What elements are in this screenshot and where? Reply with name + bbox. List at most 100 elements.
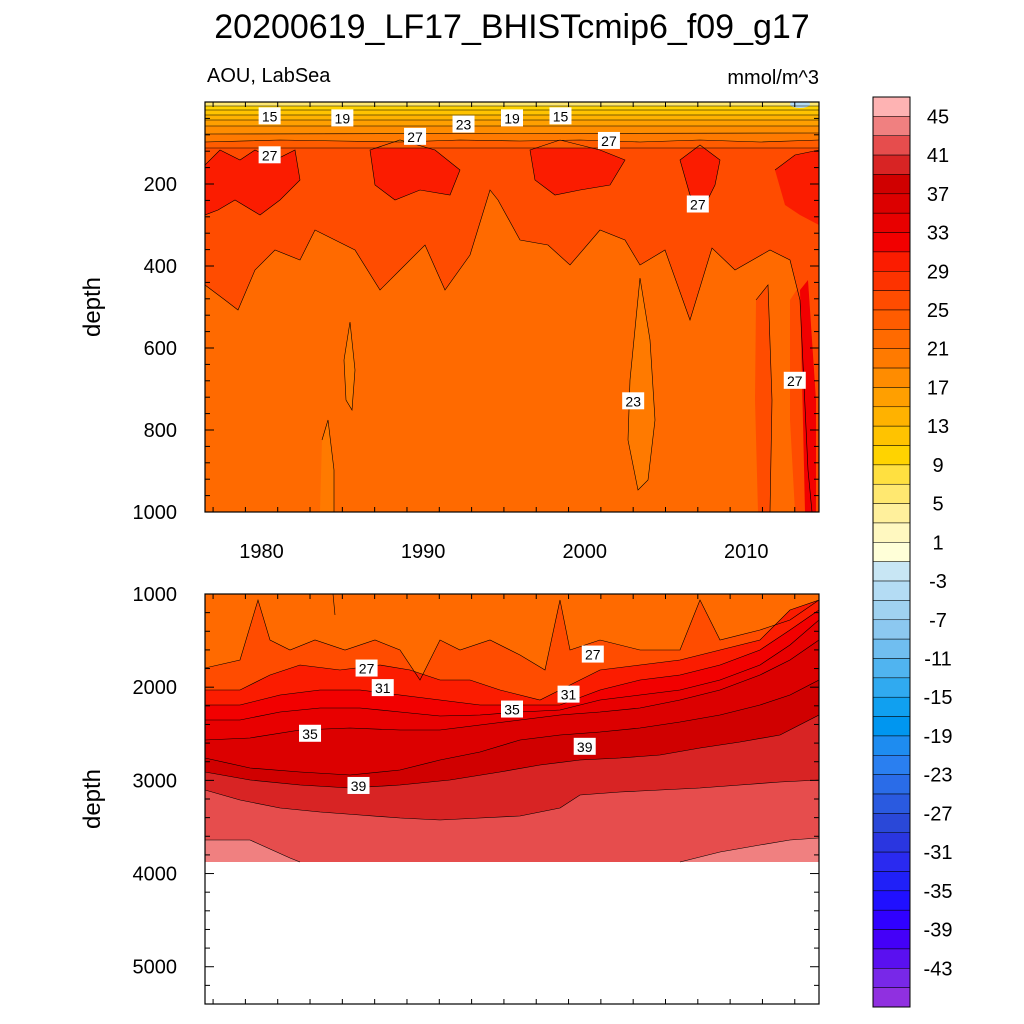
plot-title: 20200619_LF17_BHISTcmip6_f09_g17 xyxy=(214,8,809,46)
contour-label: 39 xyxy=(573,737,596,755)
contour-label-text: 23 xyxy=(625,393,641,409)
contour-label-box xyxy=(549,107,572,125)
contour-label: 27 xyxy=(404,127,427,145)
contour-label: 27 xyxy=(597,131,620,149)
colorbar-swatch xyxy=(872,96,911,117)
contour-label-box xyxy=(501,109,523,127)
colorbar-swatch xyxy=(872,367,911,388)
colorbar-swatch xyxy=(872,793,911,814)
y-tick-label: 400 xyxy=(144,256,177,278)
colorbar-swatch xyxy=(872,755,911,775)
contour-label: 27 xyxy=(686,195,709,213)
colorbar-swatch xyxy=(872,580,911,601)
colorbar-swatch xyxy=(872,813,911,833)
contour-label-text: 27 xyxy=(262,147,278,163)
colorbar-swatch xyxy=(872,309,911,330)
contour-label-text: 27 xyxy=(690,197,706,213)
colorbar-label: -3 xyxy=(929,571,947,593)
contour-label: 15 xyxy=(549,107,572,125)
colorbar-swatch xyxy=(872,135,911,156)
y-tick-label: 5000 xyxy=(133,957,178,979)
contour-label-box xyxy=(557,685,580,703)
colorbar-label: -31 xyxy=(924,842,953,864)
colorbar-swatch xyxy=(872,638,911,659)
contour-label: 31 xyxy=(371,679,394,697)
colorbar-label: 37 xyxy=(927,184,949,206)
y-tick-label: 600 xyxy=(144,338,177,360)
colorbar-label: -27 xyxy=(924,803,953,825)
contour-label-text: 31 xyxy=(561,687,577,703)
subtitle-left: AOU, LabSea xyxy=(207,65,331,87)
lower-contour-fill xyxy=(205,594,819,863)
colorbar-label: -15 xyxy=(924,687,953,709)
contour-label-box xyxy=(783,371,806,389)
contour-label-text: 35 xyxy=(302,726,318,742)
contour-label: 39 xyxy=(347,776,370,794)
contour-label-text: 31 xyxy=(375,680,391,696)
colorbar-swatch xyxy=(872,619,911,640)
colorbar-swatch xyxy=(872,464,911,485)
x-tick-label: 2010 xyxy=(724,541,769,563)
colorbar-label: 21 xyxy=(927,339,949,361)
upper-ticks: 1980 1990 2000 2010 200 400 600 800 1000 xyxy=(133,101,819,563)
contour-label: 31 xyxy=(557,685,580,703)
colorbar-label: 33 xyxy=(927,223,949,245)
contour-label-box xyxy=(501,700,523,718)
contour-label-box xyxy=(597,131,620,149)
colorbar-swatch xyxy=(872,929,911,950)
contour-label-box xyxy=(258,107,281,125)
colorbar-label: -11 xyxy=(924,648,951,670)
contour-label-box xyxy=(355,659,378,677)
contour-label-text: 27 xyxy=(787,373,803,389)
colorbar-swatch xyxy=(872,271,911,291)
colorbar-swatch xyxy=(872,832,911,853)
contour-label-box xyxy=(371,679,394,697)
y-tick-label: 2000 xyxy=(133,677,178,699)
contour-label-text: 27 xyxy=(601,133,617,149)
colorbar-swatch xyxy=(872,483,911,504)
contour-label: 27 xyxy=(783,371,806,389)
contour-label-box xyxy=(347,776,370,794)
contour-label-box xyxy=(331,109,354,127)
colorbar-swatch xyxy=(872,522,911,543)
colorbar-swatch xyxy=(872,212,911,233)
contour-label: 19 xyxy=(331,109,354,127)
colorbar-swatch xyxy=(872,193,911,214)
contour-label-text: 27 xyxy=(585,647,601,663)
contour-label: 27 xyxy=(258,146,281,164)
colorbar-label: 13 xyxy=(927,416,949,438)
contour-label: 35 xyxy=(501,700,523,718)
y-tick-label: 1000 xyxy=(133,502,178,524)
contour-label-box xyxy=(258,146,281,164)
x-tick-label: 1980 xyxy=(239,541,284,563)
y-tick-label: 4000 xyxy=(133,864,178,886)
colorbar-label: -43 xyxy=(924,958,953,980)
upper-contour-labels: 15 19 27 23 19 15 27 27 27 23 27 xyxy=(258,107,806,410)
colorbar-swatch xyxy=(872,774,911,795)
contour-label: 23 xyxy=(452,115,475,133)
colorbar-swatch xyxy=(872,232,911,253)
y-tick-label: 200 xyxy=(144,174,177,196)
contour-label-text: 39 xyxy=(351,778,367,794)
colorbar-frame xyxy=(872,96,911,1008)
colorbar-label: 29 xyxy=(927,261,949,283)
colorbar-label: -19 xyxy=(924,726,953,748)
y-tick-label: 800 xyxy=(144,420,177,442)
contour-label-text: 27 xyxy=(407,129,423,145)
colorbar-swatch xyxy=(872,658,911,679)
colorbar-swatch xyxy=(872,387,911,408)
contour-label-box xyxy=(299,724,322,742)
x-tick-label: 2000 xyxy=(562,541,607,563)
contour-label: 23 xyxy=(622,392,645,410)
colorbar-swatch xyxy=(872,290,911,311)
colorbar-label: 9 xyxy=(932,455,943,477)
y-tick-label: 3000 xyxy=(133,770,178,792)
colorbar-swatch xyxy=(872,871,911,892)
y-tick-label: 1000 xyxy=(133,584,178,606)
contour-label-text: 39 xyxy=(577,739,593,755)
contour-label-text: 15 xyxy=(553,108,569,124)
colorbar-swatch xyxy=(872,329,911,349)
colorbar-swatch xyxy=(872,677,911,698)
